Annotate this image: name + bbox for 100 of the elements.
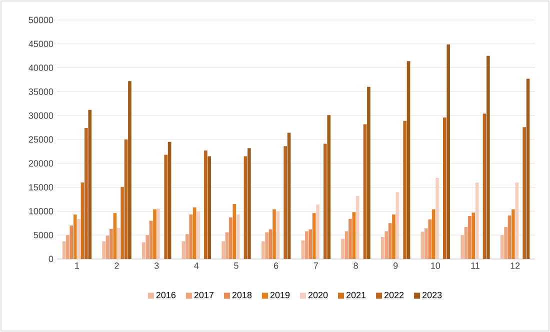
legend-label: 2018: [232, 292, 252, 298]
bar: [196, 211, 200, 259]
bar: [208, 156, 212, 259]
y-tick-label: 40000: [28, 64, 54, 71]
bar: [406, 61, 410, 259]
bar: [424, 228, 428, 259]
bar: [156, 208, 160, 259]
y-tick-label: 0: [48, 256, 54, 262]
bar: [475, 182, 479, 259]
bar: [486, 56, 490, 259]
bar: [70, 226, 74, 259]
bar: [526, 78, 530, 259]
x-tick-label: 8: [354, 262, 358, 269]
bar: [305, 231, 308, 259]
bar: [504, 226, 508, 259]
x-tick-label: 6: [274, 262, 278, 269]
bar: [384, 231, 388, 259]
y-tick-label: 5000: [34, 232, 54, 238]
bar: [348, 218, 352, 259]
bar: [352, 212, 356, 259]
legend-label: 2016: [156, 292, 176, 298]
bar: [432, 209, 436, 259]
bar: [232, 204, 236, 259]
bar: [341, 238, 344, 259]
bar: [265, 232, 268, 259]
bar: [272, 209, 276, 259]
bar: [142, 242, 146, 259]
bar: [468, 216, 472, 259]
bar: [512, 209, 515, 259]
x-tick-label: 10: [431, 262, 440, 269]
y-tick-label: 35000: [28, 88, 54, 95]
bar: [508, 215, 512, 259]
bar: [189, 214, 193, 259]
bar: [500, 235, 504, 259]
y-tick-label: 15000: [29, 184, 54, 190]
bar: [168, 142, 172, 259]
bar: [204, 150, 208, 259]
x-tick-label: 1: [75, 262, 79, 269]
bar: [308, 229, 312, 259]
bar: [73, 214, 77, 259]
bar: [344, 231, 348, 259]
legend-label: 2019: [270, 292, 290, 298]
bar: [128, 81, 132, 259]
x-tick-label: 9: [394, 262, 398, 269]
bar: [153, 209, 156, 259]
y-tick-label: 50000: [28, 16, 54, 24]
bar: [88, 110, 92, 259]
bar: [268, 229, 272, 259]
bar: [84, 128, 88, 259]
bar: [363, 124, 367, 259]
bar: [324, 144, 327, 259]
bar: [261, 241, 265, 259]
legend-label: 2017: [194, 292, 214, 298]
legend-label: 2022: [384, 292, 404, 298]
bar: [120, 186, 124, 259]
y-tick-label: 25000: [28, 136, 54, 143]
bar: [327, 115, 331, 259]
x-tick-label: 12: [510, 262, 520, 269]
bar: [443, 118, 446, 259]
bar: [186, 234, 189, 259]
bar: [66, 235, 70, 259]
bar: [388, 223, 392, 259]
bar: [436, 178, 439, 259]
bar: [356, 196, 360, 259]
bar: [316, 204, 320, 259]
x-tick-label: 11: [471, 262, 480, 269]
bar: [392, 214, 396, 259]
bar: [146, 235, 149, 259]
bar: [464, 226, 468, 259]
bar: [225, 232, 229, 259]
bar: [284, 146, 287, 259]
bar: [116, 228, 120, 259]
bar: [229, 217, 232, 259]
legend-label: 2020: [308, 292, 328, 298]
bar: [236, 214, 240, 259]
bar: [110, 228, 113, 259]
x-tick-label: 4: [194, 262, 199, 269]
bar: [244, 156, 248, 259]
bar: [124, 139, 128, 259]
bar: [396, 192, 400, 259]
bar: [403, 120, 406, 259]
y-tick-label: 10000: [29, 208, 54, 214]
x-tick-label: 2: [114, 262, 119, 269]
bar: [102, 241, 106, 259]
bar: [149, 220, 153, 259]
bar: [276, 211, 280, 259]
bar: [164, 154, 168, 259]
y-tick-label: 20000: [28, 160, 54, 167]
bar: [80, 182, 84, 259]
bar: [222, 241, 225, 259]
bar: [62, 241, 66, 259]
x-tick-label: 3: [154, 262, 159, 269]
bar: [106, 236, 110, 259]
bar: [380, 237, 384, 259]
bar: [428, 219, 432, 259]
legend-label: 2023: [422, 292, 442, 298]
x-tick-label: 7: [314, 262, 318, 269]
bar: [472, 212, 476, 259]
bar: [113, 213, 117, 259]
bar: [420, 232, 424, 259]
